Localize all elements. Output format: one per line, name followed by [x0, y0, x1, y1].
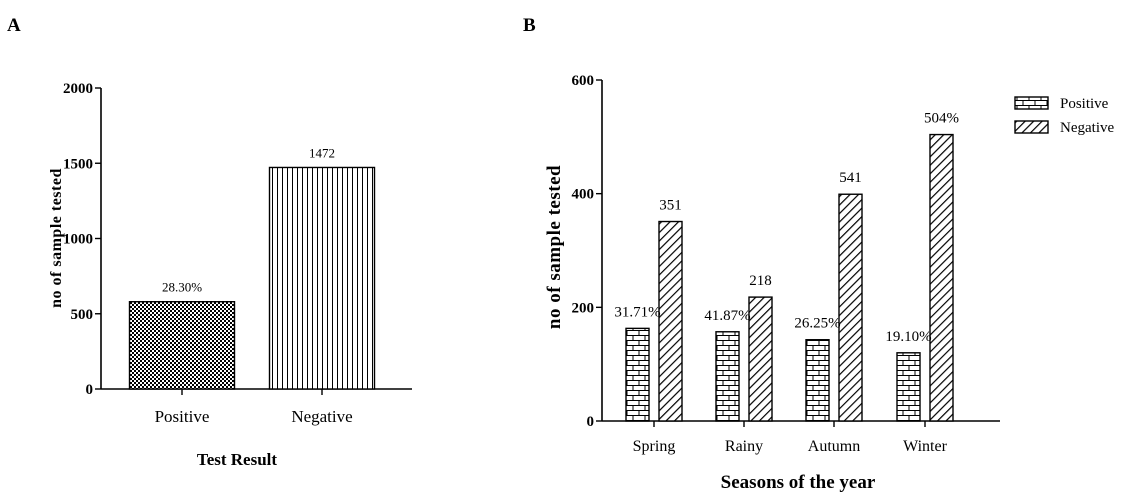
- x-axis-title-a: Test Result: [197, 450, 277, 469]
- x-tick-label-rainy: Rainy: [725, 438, 763, 455]
- data-label-positive-spring: 31.71%: [614, 304, 660, 320]
- data-label-positive-winter: 19.10%: [885, 329, 931, 345]
- y-tick-label-a: 0: [86, 382, 94, 398]
- bar-positive: [128, 301, 236, 390]
- legend-swatch-negative: [1014, 120, 1049, 134]
- legend-label-negative: Negative: [1060, 120, 1114, 136]
- x-tick-label-positive: Positive: [155, 407, 210, 426]
- y-tick-label-a: 1500: [63, 156, 93, 172]
- bar-positive-winter: [896, 352, 921, 422]
- panel-label-b: B: [523, 15, 536, 36]
- x-tick-label-autumn: Autumn: [808, 438, 860, 455]
- legend-swatch-positive: [1014, 96, 1049, 110]
- data-label-positive: 28.30%: [162, 280, 202, 295]
- data-label-negative-winter: 504%: [924, 111, 959, 127]
- y-tick-label-a: 2000: [63, 81, 93, 97]
- legend-b: Positive Negative: [1014, 96, 1114, 136]
- data-label-negative-rainy: 218: [749, 273, 772, 289]
- data-label-positive-rainy: 41.87%: [704, 308, 750, 324]
- y-tick-label-b: 400: [572, 187, 595, 203]
- bar-negative-winter: [929, 133, 954, 422]
- bar-negative-autumn: [838, 193, 863, 422]
- chart-panel-b: 0 200 400 600 31.71% 351 41.87% 218 26.25% 541 19…: [544, 73, 1114, 493]
- y-axis-title-b: no of sample tested: [544, 165, 565, 329]
- data-label-negative-autumn: 541: [839, 170, 862, 186]
- y-tick-label-b: 0: [587, 414, 595, 430]
- chart-panel-a: 0 500 1000 1500 2000 28.30% 1472 Positive Nega…: [48, 81, 412, 469]
- bar-positive-rainy: [715, 331, 740, 422]
- y-axis-title-a: no of sample tested: [48, 168, 65, 308]
- data-label-negative-spring: 351: [659, 198, 682, 214]
- x-tick-label-negative: Negative: [291, 407, 352, 426]
- y-tick-label-b: 200: [572, 300, 595, 316]
- y-tick-label-b: 600: [572, 73, 595, 89]
- x-axis-title-b: Seasons of the year: [721, 472, 876, 493]
- bar-negative-spring: [658, 220, 683, 422]
- bar-negative-rainy: [748, 296, 773, 422]
- y-tick-label-a: 1000: [63, 232, 93, 248]
- data-label-negative: 1472: [309, 145, 335, 160]
- bar-positive-autumn: [805, 339, 830, 422]
- bar-negative: [268, 166, 376, 390]
- x-tick-label-winter: Winter: [903, 438, 947, 455]
- y-tick-label-a: 500: [71, 307, 94, 323]
- legend-label-positive: Positive: [1060, 96, 1109, 112]
- panel-label-a: A: [7, 15, 21, 36]
- data-label-positive-autumn: 26.25%: [794, 316, 840, 332]
- bar-positive-spring: [625, 327, 650, 422]
- x-tick-label-spring: Spring: [633, 438, 676, 455]
